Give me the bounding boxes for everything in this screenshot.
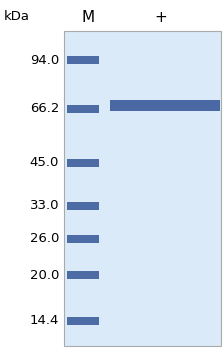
Bar [67,202,99,210]
Text: kDa: kDa [4,10,30,23]
Text: 20.0: 20.0 [30,269,59,282]
Bar [67,105,99,113]
Text: M: M [82,10,95,26]
Bar [67,159,99,167]
Bar [110,99,220,111]
Bar [67,235,99,243]
Text: 14.4: 14.4 [30,314,59,327]
Bar [64,31,221,346]
Text: 66.2: 66.2 [30,103,59,116]
Bar [67,271,99,279]
Bar [67,57,99,64]
Text: 33.0: 33.0 [30,199,59,212]
Text: +: + [154,10,167,26]
Text: 45.0: 45.0 [30,156,59,169]
Text: 94.0: 94.0 [30,54,59,67]
Bar [67,317,99,325]
Text: 26.0: 26.0 [30,232,59,245]
